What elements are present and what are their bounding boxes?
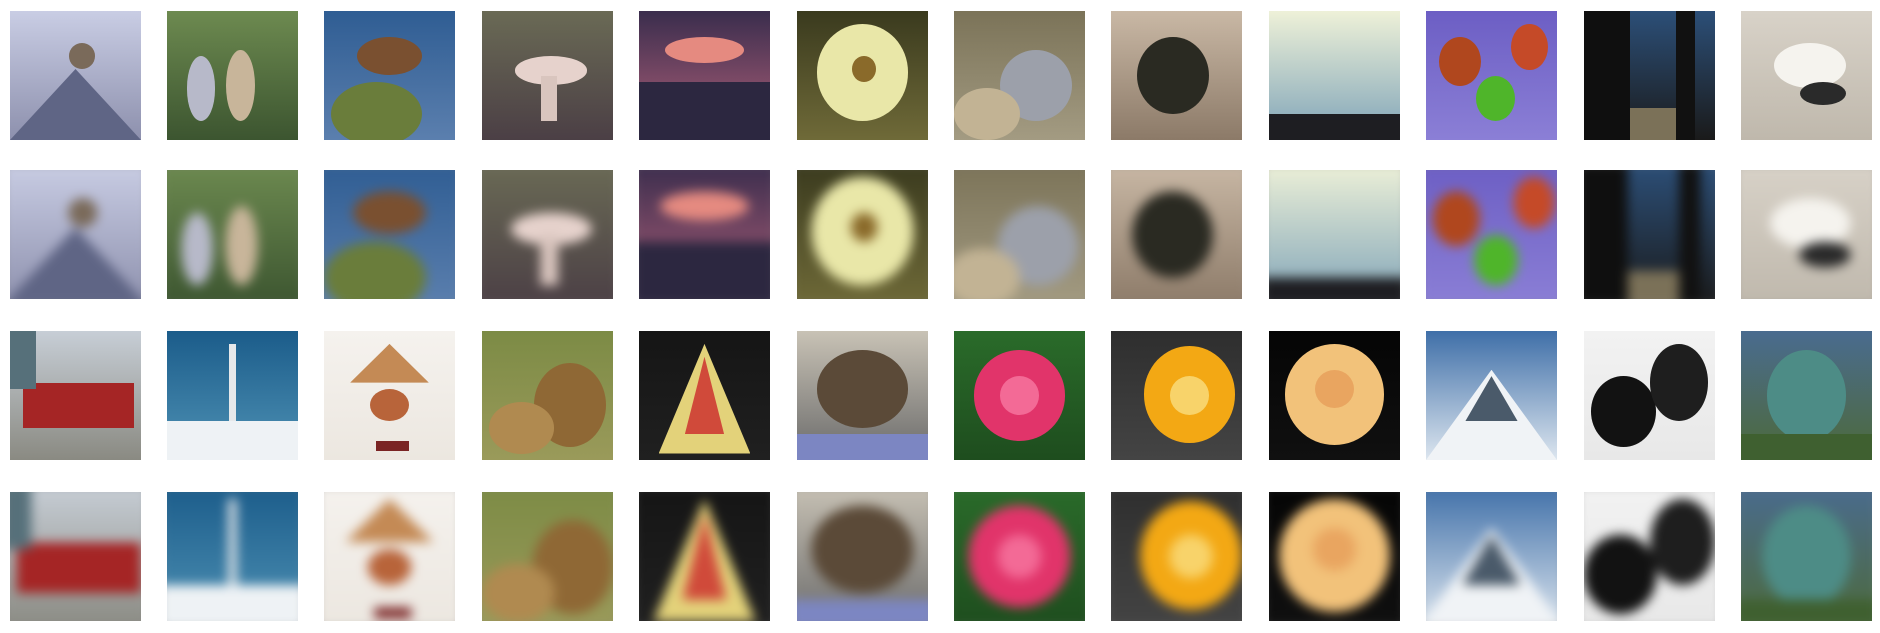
- reconstruction-skunks: [1584, 492, 1715, 621]
- reconstruction-lion: [482, 492, 613, 621]
- reconstruction-sunset-sea: [639, 170, 770, 299]
- reconstruction-pink-rose: [954, 492, 1085, 621]
- original-wolf: [797, 331, 928, 460]
- original-apples: [1426, 11, 1557, 140]
- original-white-bird: [1741, 11, 1872, 140]
- reconstruction-orange-slice: [1111, 492, 1242, 621]
- reconstruction-tram: [10, 492, 141, 621]
- reconstruction-rooster-lamp: [324, 492, 455, 621]
- reconstruction-mushroom: [482, 170, 613, 299]
- original-pink-rose: [954, 331, 1085, 460]
- original-dino-statue: [1741, 331, 1872, 460]
- original-tram: [10, 331, 141, 460]
- reconstruction-snowy-mountains: [1426, 492, 1557, 621]
- original-tulip: [639, 331, 770, 460]
- original-alpaca: [954, 11, 1085, 140]
- original-yellow-rose: [1269, 331, 1400, 460]
- reconstruction-dark-leaf: [1111, 170, 1242, 299]
- reconstruction-white-bird: [1741, 170, 1872, 299]
- original-rooster-lamp: [324, 331, 455, 460]
- reconstruction-tulip: [639, 492, 770, 621]
- original-tree-trunks: [1584, 11, 1715, 140]
- reconstruction-tree-trunks: [1584, 170, 1715, 299]
- reconstruction-dino-statue: [1741, 492, 1872, 621]
- original-sky-horizon: [1269, 11, 1400, 140]
- original-rocket-launch: [167, 331, 298, 460]
- reconstruction-apples: [1426, 170, 1557, 299]
- original-lily-flower: [797, 11, 928, 140]
- original-snowy-peak-figure: [10, 11, 141, 140]
- reconstruction-yellow-rose: [1269, 492, 1400, 621]
- reconstruction-rocket-launch: [167, 492, 298, 621]
- original-skunks: [1584, 331, 1715, 460]
- reconstruction-forest-people: [167, 170, 298, 299]
- reconstruction-wolf: [797, 492, 928, 621]
- reconstruction-bird-on-rock: [324, 170, 455, 299]
- original-mushroom: [482, 11, 613, 140]
- reconstruction-snowy-peak-figure: [10, 170, 141, 299]
- original-forest-people: [167, 11, 298, 140]
- original-dark-leaf: [1111, 11, 1242, 140]
- original-lion: [482, 331, 613, 460]
- original-sunset-sea: [639, 11, 770, 140]
- original-orange-slice: [1111, 331, 1242, 460]
- original-bird-on-rock: [324, 11, 455, 140]
- reconstruction-alpaca: [954, 170, 1085, 299]
- reconstruction-sky-horizon: [1269, 170, 1400, 299]
- reconstruction-lily-flower: [797, 170, 928, 299]
- original-snowy-mountains: [1426, 331, 1557, 460]
